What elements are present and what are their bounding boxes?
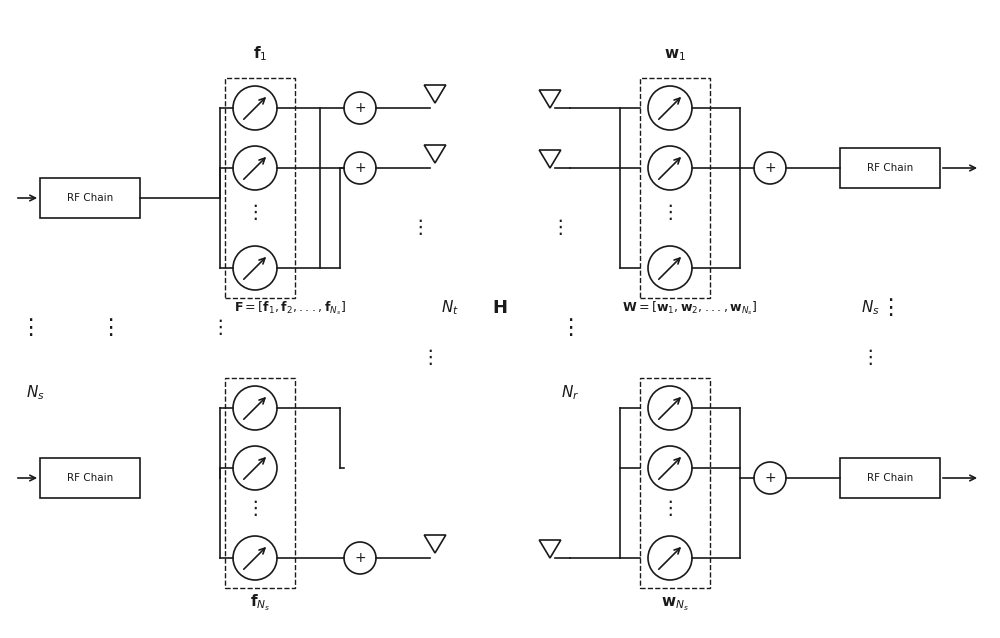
Text: RF Chain: RF Chain [867,163,913,173]
Bar [640,378,710,588]
Bar [225,78,295,298]
Text: $\mathbf{H}$: $\mathbf{H}$ [492,299,508,317]
Text: +: + [764,471,776,485]
Text: RF Chain: RF Chain [67,473,113,483]
Text: ⋮: ⋮ [660,498,680,517]
Text: $\mathbf{F}=[\mathbf{f}_1,\mathbf{f}_2,...,\mathbf{f}_{N_s}]$: $\mathbf{F}=[\mathbf{f}_1,\mathbf{f}_2,.… [234,299,346,317]
Text: $N_t$: $N_t$ [441,299,459,317]
Text: +: + [354,101,366,115]
Text: ⋮: ⋮ [559,318,581,338]
Text: $N_r$: $N_r$ [561,383,579,403]
Bar [640,78,710,298]
Bar [225,378,295,588]
Text: ⋮: ⋮ [550,218,570,237]
Text: $N_s$: $N_s$ [861,299,879,317]
Text: RF Chain: RF Chain [867,473,913,483]
Text: +: + [764,161,776,175]
Text: +: + [354,161,366,175]
Text: ⋮: ⋮ [19,318,41,338]
Text: ⋮: ⋮ [245,498,265,517]
Text: RF Chain: RF Chain [67,193,113,203]
Text: $\mathbf{f}_1$: $\mathbf{f}_1$ [253,44,267,63]
Text: $\mathbf{w}_{N_s}$: $\mathbf{w}_{N_s}$ [661,595,689,613]
Text: $\mathbf{w}_1$: $\mathbf{w}_1$ [664,47,686,63]
Text: ⋮: ⋮ [879,298,901,318]
Text: +: + [354,551,366,565]
Text: $N_s$: $N_s$ [26,383,44,403]
Text: $\mathbf{f}_{N_s}$: $\mathbf{f}_{N_s}$ [250,593,270,613]
Text: $\mathbf{W}=[\mathbf{w}_1,\mathbf{w}_2,...,\mathbf{w}_{N_s}]$: $\mathbf{W}=[\mathbf{w}_1,\mathbf{w}_2,.… [622,299,758,317]
Text: ⋮: ⋮ [660,204,680,223]
Text: ⋮: ⋮ [410,218,430,237]
Text: ⋮: ⋮ [99,318,121,338]
Text: ⋮: ⋮ [420,348,440,367]
Text: ⋮: ⋮ [210,318,230,338]
Text: ⋮: ⋮ [245,204,265,223]
Text: ⋮: ⋮ [860,348,880,367]
